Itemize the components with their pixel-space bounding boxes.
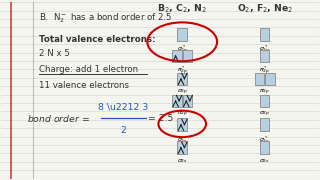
FancyBboxPatch shape: [260, 50, 269, 62]
Text: B$_2$, C$_2$, N$_2$: B$_2$, C$_2$, N$_2$: [157, 3, 207, 15]
Text: $\sigma^*_{2p}$: $\sigma^*_{2p}$: [259, 44, 270, 56]
Text: 11 valence electrons: 11 valence electrons: [39, 81, 130, 90]
FancyBboxPatch shape: [265, 73, 275, 85]
Text: $\sigma_{2p}$: $\sigma_{2p}$: [259, 110, 270, 119]
Text: Charge: add 1 electron: Charge: add 1 electron: [39, 65, 139, 74]
Text: 8 \u2212 3: 8 \u2212 3: [98, 103, 149, 112]
FancyBboxPatch shape: [260, 28, 269, 41]
FancyBboxPatch shape: [178, 141, 187, 154]
Text: $\sigma_{2s}$: $\sigma_{2s}$: [177, 157, 188, 165]
Text: $\sigma^*_{2s}$: $\sigma^*_{2s}$: [177, 134, 188, 145]
Text: $\sigma^*_{2s}$: $\sigma^*_{2s}$: [259, 134, 270, 145]
FancyBboxPatch shape: [178, 118, 187, 131]
FancyBboxPatch shape: [178, 73, 187, 85]
FancyBboxPatch shape: [172, 50, 182, 62]
FancyBboxPatch shape: [260, 141, 269, 154]
Text: $\sigma^*_{2p}$: $\sigma^*_{2p}$: [177, 44, 188, 56]
Text: $\sigma_{2s}$: $\sigma_{2s}$: [259, 157, 270, 165]
Text: $\sigma_{2p}$: $\sigma_{2p}$: [177, 88, 188, 97]
Text: 2: 2: [121, 126, 126, 135]
Text: O$_2$, F$_2$, Ne$_2$: O$_2$, F$_2$, Ne$_2$: [236, 3, 293, 15]
Text: $\pi_{2p}$: $\pi_{2p}$: [177, 110, 188, 119]
Text: 2 N x 5: 2 N x 5: [39, 49, 70, 58]
FancyBboxPatch shape: [255, 73, 264, 85]
Text: B.  N$_2^-$ has a bond order of 2.5: B. N$_2^-$ has a bond order of 2.5: [39, 11, 173, 25]
FancyBboxPatch shape: [172, 94, 182, 107]
Text: $\pi^*_{2p}$: $\pi^*_{2p}$: [259, 65, 270, 77]
Text: $\pi^*_{2p}$: $\pi^*_{2p}$: [177, 65, 188, 77]
FancyBboxPatch shape: [178, 28, 187, 41]
FancyBboxPatch shape: [183, 50, 192, 62]
FancyBboxPatch shape: [260, 118, 269, 131]
Text: = 2.5: = 2.5: [148, 114, 173, 123]
Text: Total valence electrons:: Total valence electrons:: [39, 35, 156, 44]
Text: $\mathit{bond\ order}$ =: $\mathit{bond\ order}$ =: [27, 113, 91, 124]
FancyBboxPatch shape: [260, 94, 269, 107]
Text: $\pi_{2p}$: $\pi_{2p}$: [259, 88, 270, 97]
FancyBboxPatch shape: [183, 94, 192, 107]
